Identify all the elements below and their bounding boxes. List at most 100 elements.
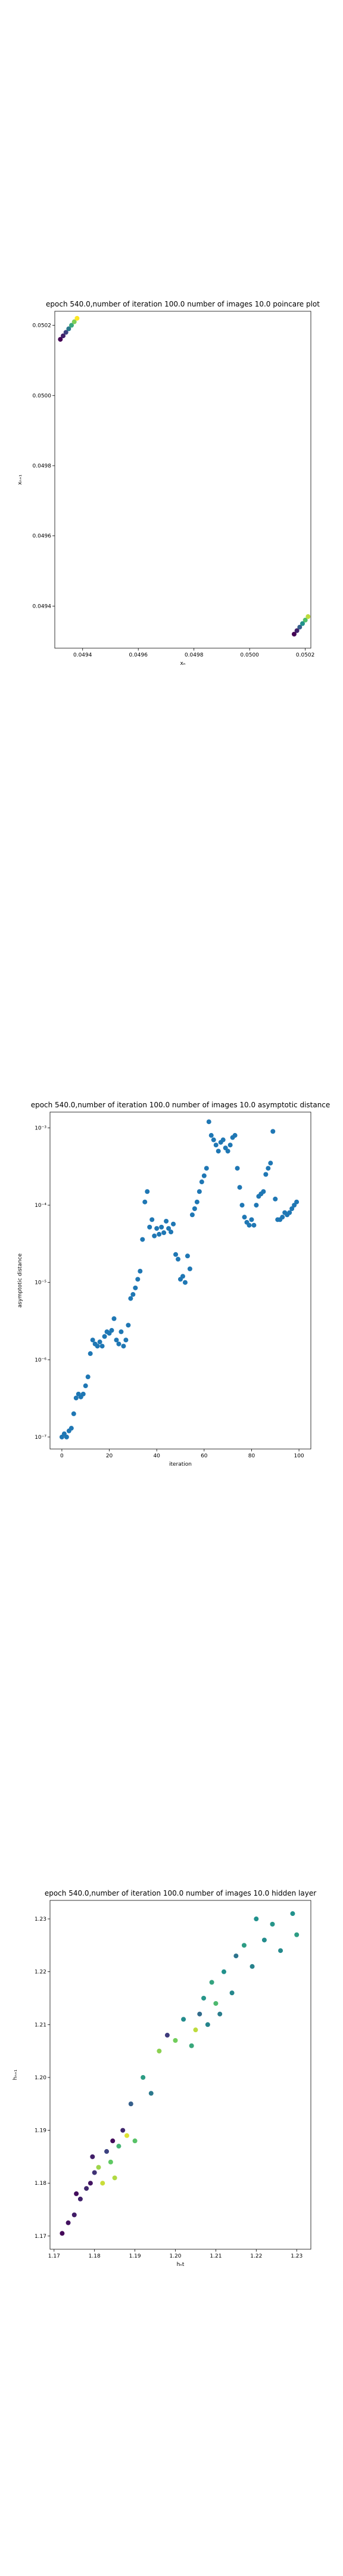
x-tick-label: 1.21: [210, 2253, 222, 2259]
data-point: [305, 614, 311, 620]
data-point: [206, 1119, 211, 1125]
data-point: [249, 1217, 254, 1222]
data-point: [194, 1199, 199, 1205]
x-tick-label: 0.0494: [73, 652, 92, 658]
data-point: [126, 1323, 131, 1328]
data-point: [74, 315, 80, 321]
data-point: [100, 2181, 105, 2186]
y-tick-label: 10⁻⁵: [35, 1280, 46, 1286]
x-tick-label: 0.0496: [129, 652, 148, 658]
data-point: [294, 1932, 300, 1937]
y-tick-label: 1.20: [35, 2075, 46, 2081]
data-point: [181, 2017, 186, 2022]
y-axis-label: xₙ₊₁: [17, 474, 23, 485]
x-tick-label: 1.22: [250, 2253, 262, 2259]
data-point: [104, 2149, 110, 2154]
data-point: [119, 1329, 124, 1335]
data-point: [173, 1252, 179, 1257]
poincare-plot: epoch 540.0,number of iteration 100.0 nu…: [17, 300, 320, 667]
data-point: [74, 2191, 79, 2196]
data-point: [273, 1196, 278, 1202]
y-tick-label: 0.0500: [33, 393, 52, 399]
data-point: [66, 326, 71, 332]
y-tick-label: 1.23: [35, 1916, 46, 1922]
data-point: [197, 1189, 202, 1194]
x-tick-label: 100: [294, 1453, 304, 1459]
data-point: [80, 1391, 86, 1397]
plot-frame: [49, 1111, 311, 1450]
data-point: [95, 1343, 100, 1349]
y-tick-label: 1.22: [35, 1970, 46, 1976]
x-tick-label: 0.0502: [296, 652, 315, 658]
y-tick-label: 10⁻³: [35, 1125, 46, 1131]
data-point: [182, 1280, 188, 1285]
y-tick-label: 0.0498: [33, 463, 52, 469]
data-point: [213, 1143, 219, 1148]
plot-frame: [49, 1900, 311, 2250]
data-point: [116, 1341, 121, 1346]
data-point: [204, 1166, 209, 1171]
data-point: [241, 1943, 247, 1948]
data-point: [189, 2043, 194, 2048]
data-point: [205, 2022, 210, 2027]
x-tick-label: 0.0500: [240, 652, 259, 658]
data-point: [85, 1374, 91, 1380]
data-point: [154, 1226, 160, 1231]
data-point: [128, 1296, 133, 1301]
data-point: [225, 1148, 230, 1154]
data-point: [90, 1337, 95, 1343]
data-point: [233, 1953, 239, 1959]
data-point: [61, 333, 66, 339]
x-tick-label: 0.0498: [185, 652, 204, 658]
data-point: [164, 2033, 170, 2038]
data-point: [192, 1206, 197, 1212]
hidden-layer-plot: epoch 540.0,number of iteration 100.0 nu…: [13, 1889, 316, 2268]
data-point: [251, 1222, 257, 1228]
x-tick-label: 1.19: [129, 2253, 141, 2259]
data-point: [199, 1179, 204, 1185]
chart-title: epoch 540.0,number of iteration 100.0 nu…: [46, 300, 320, 308]
data-point: [124, 2133, 130, 2138]
data-point: [254, 1203, 259, 1208]
data-point: [71, 319, 77, 324]
data-point: [60, 2231, 65, 2236]
data-point: [77, 2196, 83, 2202]
data-point: [148, 2091, 154, 2096]
data-point: [242, 1215, 247, 1220]
data-point: [71, 1411, 76, 1416]
x-tick-label: 20: [106, 1453, 113, 1459]
data-point: [261, 1189, 266, 1194]
data-point: [217, 2011, 223, 2017]
y-tick-label: 10⁻⁴: [35, 1203, 46, 1209]
data-point: [266, 1166, 271, 1171]
y-axis-label: asymptotic distance: [17, 1253, 23, 1308]
data-point: [141, 2075, 146, 2080]
data-point: [169, 1230, 174, 1235]
data-point: [189, 1212, 195, 1218]
x-axis-label: xₙ: [180, 661, 186, 667]
x-axis-label: hₙt: [177, 2262, 185, 2268]
data-point: [171, 1221, 176, 1227]
data-point: [303, 617, 308, 623]
data-point: [294, 1199, 300, 1205]
data-point: [152, 1233, 157, 1239]
data-point: [99, 1343, 105, 1349]
data-point: [247, 1222, 252, 1228]
chart-title: epoch 540.0,number of iteration 100.0 nu…: [45, 1889, 316, 1897]
data-point: [270, 1129, 276, 1134]
data-point: [102, 1334, 107, 1339]
data-point: [280, 1215, 285, 1220]
data-point: [287, 1210, 292, 1215]
data-point: [263, 1172, 269, 1177]
data-point: [220, 1137, 226, 1143]
data-point: [128, 2101, 133, 2107]
data-point: [290, 1911, 295, 1916]
y-tick-label: 0.0494: [33, 603, 52, 609]
data-point: [197, 2011, 202, 2017]
data-point: [208, 1133, 214, 1138]
data-point: [112, 2175, 117, 2181]
data-point: [250, 1964, 255, 1969]
data-point: [187, 1266, 192, 1271]
x-tick-label: 80: [248, 1453, 255, 1459]
data-point: [138, 1268, 143, 1274]
